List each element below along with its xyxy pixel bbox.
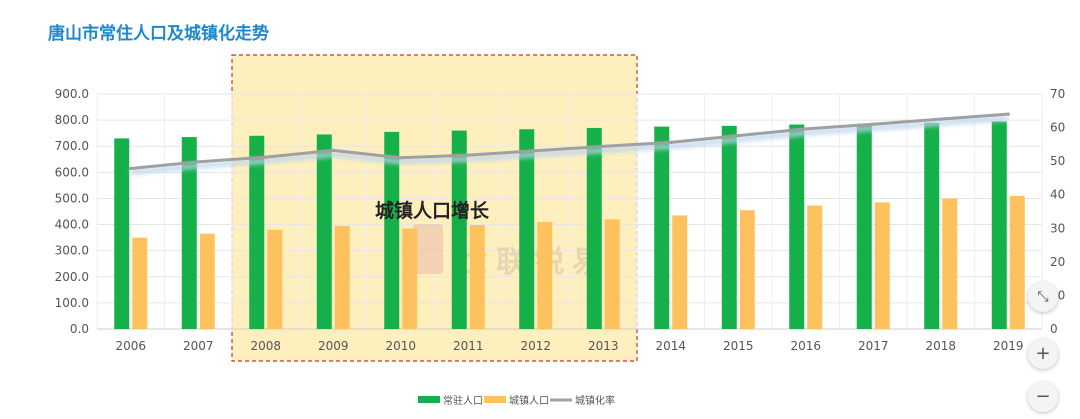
- x-tick-label: 2008: [250, 339, 281, 353]
- legend-swatch: [484, 396, 506, 403]
- bar-urban-population: [807, 205, 823, 329]
- rate-line-shadow: [130, 115, 1009, 176]
- right-tick-label: 50: [1050, 154, 1065, 168]
- right-tick-label: 30: [1050, 221, 1065, 235]
- bar-urban-population: [402, 228, 418, 329]
- rate-point: [264, 155, 268, 159]
- bar-urban-population: [874, 202, 890, 329]
- rate-point: [736, 134, 740, 138]
- bar-urban-population: [132, 237, 148, 329]
- chart-title: 唐山市常住人口及城镇化走势: [48, 24, 269, 44]
- rate-point: [804, 127, 808, 131]
- bar-urban-population: [672, 215, 688, 329]
- right-tick-label: 0: [1050, 322, 1058, 336]
- bar-permanent-population: [384, 131, 400, 329]
- highlight-annotation: 城镇人口增长: [375, 199, 490, 222]
- x-tick-label: 2010: [385, 339, 416, 353]
- bar-urban-population: [199, 233, 215, 329]
- bar-urban-population: [469, 225, 485, 329]
- bar-permanent-population: [249, 135, 265, 329]
- rate-point: [1006, 112, 1010, 116]
- bar-permanent-population: [789, 124, 805, 329]
- rate-point: [534, 149, 538, 153]
- left-tick-label: 200.0: [55, 270, 89, 284]
- bar-permanent-population: [451, 130, 467, 329]
- zoom-out-button[interactable]: −: [1028, 382, 1058, 412]
- legend-swatch: [418, 396, 440, 403]
- x-tick-label: 2016: [790, 339, 821, 353]
- bar-urban-population: [942, 198, 958, 329]
- left-tick-label: 900.0: [55, 87, 89, 101]
- bar-permanent-population: [924, 122, 940, 329]
- x-tick-label: 2019: [993, 339, 1024, 353]
- legend-label: 常驻人口: [443, 394, 483, 407]
- bar-permanent-population: [721, 125, 737, 329]
- bar-permanent-population: [316, 134, 332, 329]
- right-tick-label: 70: [1050, 87, 1065, 101]
- bar-urban-population: [739, 210, 755, 329]
- left-tick-label: 300.0: [55, 244, 89, 258]
- legend-label: 城镇人口: [509, 394, 549, 407]
- bar-permanent-population: [181, 137, 197, 329]
- rate-point: [331, 148, 335, 152]
- bar-permanent-population: [654, 126, 670, 329]
- legend-label: 城镇化率: [575, 394, 615, 407]
- right-tick-label: 60: [1050, 121, 1065, 135]
- rate-point: [669, 140, 673, 144]
- rate-point: [129, 166, 133, 171]
- plus-icon: +: [1035, 343, 1051, 364]
- left-tick-label: 800.0: [55, 113, 89, 127]
- rate-point: [466, 153, 470, 157]
- watermark-logo: [413, 224, 443, 274]
- rate-point: [399, 156, 403, 160]
- bar-urban-population: [267, 229, 283, 329]
- x-tick-label: 2013: [588, 339, 619, 353]
- series-line-urbanization-rate: [130, 112, 1009, 171]
- bar-permanent-population: [856, 123, 872, 330]
- rate-point: [871, 122, 875, 126]
- x-tick-label: 2012: [520, 339, 551, 353]
- rate-point: [939, 117, 943, 121]
- left-tick-label: 500.0: [55, 191, 89, 205]
- minus-icon: −: [1035, 386, 1051, 407]
- fit-view-button[interactable]: ⤡: [1028, 282, 1058, 312]
- rate-point: [601, 144, 605, 148]
- x-tick-label: 2007: [183, 339, 214, 353]
- x-tick-label: 2017: [858, 339, 889, 353]
- rate-point: [196, 160, 200, 164]
- bar-permanent-population: [586, 127, 602, 329]
- x-tick-label: 2018: [925, 339, 956, 353]
- compress-icon: ⤡: [1037, 289, 1049, 305]
- left-tick-label: 400.0: [55, 218, 89, 232]
- x-tick-label: 2009: [318, 339, 349, 353]
- x-tick-label: 2006: [115, 339, 146, 353]
- bar-permanent-population: [114, 138, 130, 329]
- bar-urban-population: [537, 221, 553, 329]
- right-tick-label: 20: [1050, 255, 1065, 269]
- left-tick-label: 0.0: [70, 322, 89, 336]
- zoom-in-button[interactable]: +: [1028, 339, 1058, 369]
- bar-urban-population: [334, 225, 350, 329]
- bar-permanent-population: [519, 129, 535, 329]
- bar-urban-population: [1009, 195, 1025, 329]
- x-tick-label: 2011: [453, 339, 484, 353]
- left-tick-label: 100.0: [55, 296, 89, 310]
- x-tick-label: 2015: [723, 339, 754, 353]
- left-tick-label: 600.0: [55, 165, 89, 179]
- x-tick-label: 2014: [655, 339, 686, 353]
- right-tick-label: 40: [1050, 188, 1065, 202]
- left-tick-label: 700.0: [55, 139, 89, 153]
- bar-permanent-population: [991, 121, 1007, 330]
- bar-urban-population: [604, 219, 620, 329]
